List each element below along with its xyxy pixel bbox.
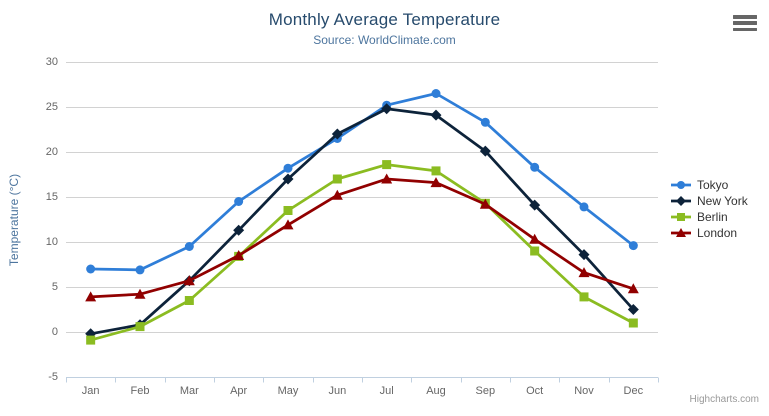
data-point-london-jan[interactable] — [85, 291, 97, 302]
y-axis-label--5: -5 — [48, 371, 58, 383]
legend-marker-triangle-icon — [671, 228, 691, 237]
series-line-berlin — [89, 163, 635, 342]
x-axis-label-mar: Mar — [179, 385, 199, 397]
data-point-new-york-nov[interactable] — [578, 249, 590, 261]
data-point-tokyo-dec[interactable] — [628, 241, 638, 251]
data-point-tokyo-oct[interactable] — [530, 162, 540, 172]
data-point-london-aug[interactable] — [430, 177, 442, 188]
data-point-tokyo-apr[interactable] — [234, 197, 244, 206]
data-point-tokyo-may[interactable] — [283, 163, 293, 173]
hamburger-menu-icon — [733, 21, 757, 25]
credits-link[interactable]: Highcharts.com — [689, 394, 759, 405]
data-point-berlin-jan[interactable] — [86, 335, 96, 345]
data-point-london-jul[interactable] — [381, 173, 393, 184]
legend-label-london: London — [697, 226, 738, 240]
data-point-london-oct[interactable] — [529, 233, 541, 244]
y-axis-title: Temperature (°C) — [7, 173, 21, 267]
data-point-tokyo-aug[interactable] — [431, 89, 441, 98]
y-axis-label-10: 10 — [45, 236, 58, 248]
series-line-new-york — [89, 107, 635, 336]
x-axis-label-dec: Dec — [623, 385, 644, 397]
data-point-london-dec[interactable] — [627, 283, 639, 294]
x-axis-label-apr: Apr — [230, 385, 248, 397]
data-point-new-york-sep[interactable] — [479, 145, 491, 157]
x-axis-label-may: May — [277, 385, 299, 397]
data-point-berlin-jun[interactable] — [332, 174, 342, 184]
data-point-tokyo-nov[interactable] — [579, 202, 589, 212]
data-point-london-may[interactable] — [282, 219, 294, 230]
data-point-berlin-oct[interactable] — [530, 246, 540, 256]
legend-item-tokyo[interactable]: Tokyo — [670, 177, 748, 193]
legend: Tokyo New York Berlin London — [670, 177, 748, 241]
y-axis-label-20: 20 — [45, 146, 58, 158]
data-point-london-sep[interactable] — [479, 198, 491, 209]
x-axis-label-jan: Jan — [81, 385, 100, 397]
data-point-berlin-may[interactable] — [283, 206, 293, 215]
data-point-tokyo-feb[interactable] — [135, 265, 145, 275]
data-point-tokyo-jan[interactable] — [86, 264, 96, 274]
data-point-new-york-jul[interactable] — [381, 103, 393, 115]
data-point-new-york-dec[interactable] — [627, 304, 639, 315]
hamburger-menu-icon — [733, 15, 757, 19]
data-point-new-york-oct[interactable] — [529, 199, 541, 211]
data-point-london-apr[interactable] — [233, 250, 245, 260]
series-line-london — [89, 177, 635, 299]
x-axis-label-jun: Jun — [328, 385, 347, 397]
chart-title: Monthly Average Temperature — [268, 10, 501, 29]
y-axis-label-15: 15 — [45, 191, 58, 203]
data-point-tokyo-mar[interactable] — [184, 242, 194, 251]
legend-label-berlin: Berlin — [697, 210, 728, 224]
data-point-new-york-apr[interactable] — [233, 224, 245, 236]
data-point-berlin-jul[interactable] — [382, 160, 392, 170]
legend-label-new-york: New York — [697, 194, 748, 208]
x-axis-label-aug: Aug — [426, 385, 446, 397]
y-axis-label-5: 5 — [51, 281, 58, 293]
data-point-new-york-aug[interactable] — [430, 109, 442, 121]
legend-marker-diamond-icon — [671, 196, 691, 206]
x-axis-label-oct: Oct — [526, 385, 544, 397]
legend-label-tokyo: Tokyo — [697, 178, 729, 192]
hamburger-menu-button[interactable] — [733, 14, 757, 32]
data-point-new-york-jun[interactable] — [331, 128, 343, 140]
y-axis-label-25: 25 — [45, 101, 58, 113]
hamburger-menu-icon — [733, 27, 757, 31]
y-axis-label-0: 0 — [51, 326, 58, 338]
legend-marker-square-icon — [671, 213, 691, 221]
data-point-berlin-feb[interactable] — [135, 322, 145, 332]
data-point-berlin-aug[interactable] — [431, 166, 441, 176]
data-point-london-jun[interactable] — [331, 189, 343, 200]
y-axis-label-30: 30 — [45, 56, 58, 68]
legend-item-new-york[interactable]: New York — [670, 193, 748, 209]
data-point-berlin-nov[interactable] — [579, 292, 589, 302]
data-point-tokyo-sep[interactable] — [480, 117, 490, 127]
data-point-new-york-may[interactable] — [282, 173, 294, 185]
chart-subtitle: Source: WorldClimate.com — [313, 33, 456, 47]
x-axis-label-jul: Jul — [379, 385, 394, 397]
data-point-london-mar[interactable] — [183, 275, 195, 286]
data-point-london-feb[interactable] — [134, 288, 146, 299]
data-point-berlin-mar[interactable] — [184, 296, 194, 305]
x-axis-label-feb: Feb — [130, 385, 150, 397]
legend-marker-circle-icon — [671, 181, 691, 189]
legend-item-london[interactable]: London — [670, 225, 748, 241]
data-point-berlin-dec[interactable] — [628, 318, 638, 328]
x-axis-label-sep: Sep — [475, 385, 496, 397]
legend-item-berlin[interactable]: Berlin — [670, 209, 748, 225]
x-axis-label-nov: Nov — [574, 385, 594, 397]
data-point-london-nov[interactable] — [578, 267, 590, 278]
